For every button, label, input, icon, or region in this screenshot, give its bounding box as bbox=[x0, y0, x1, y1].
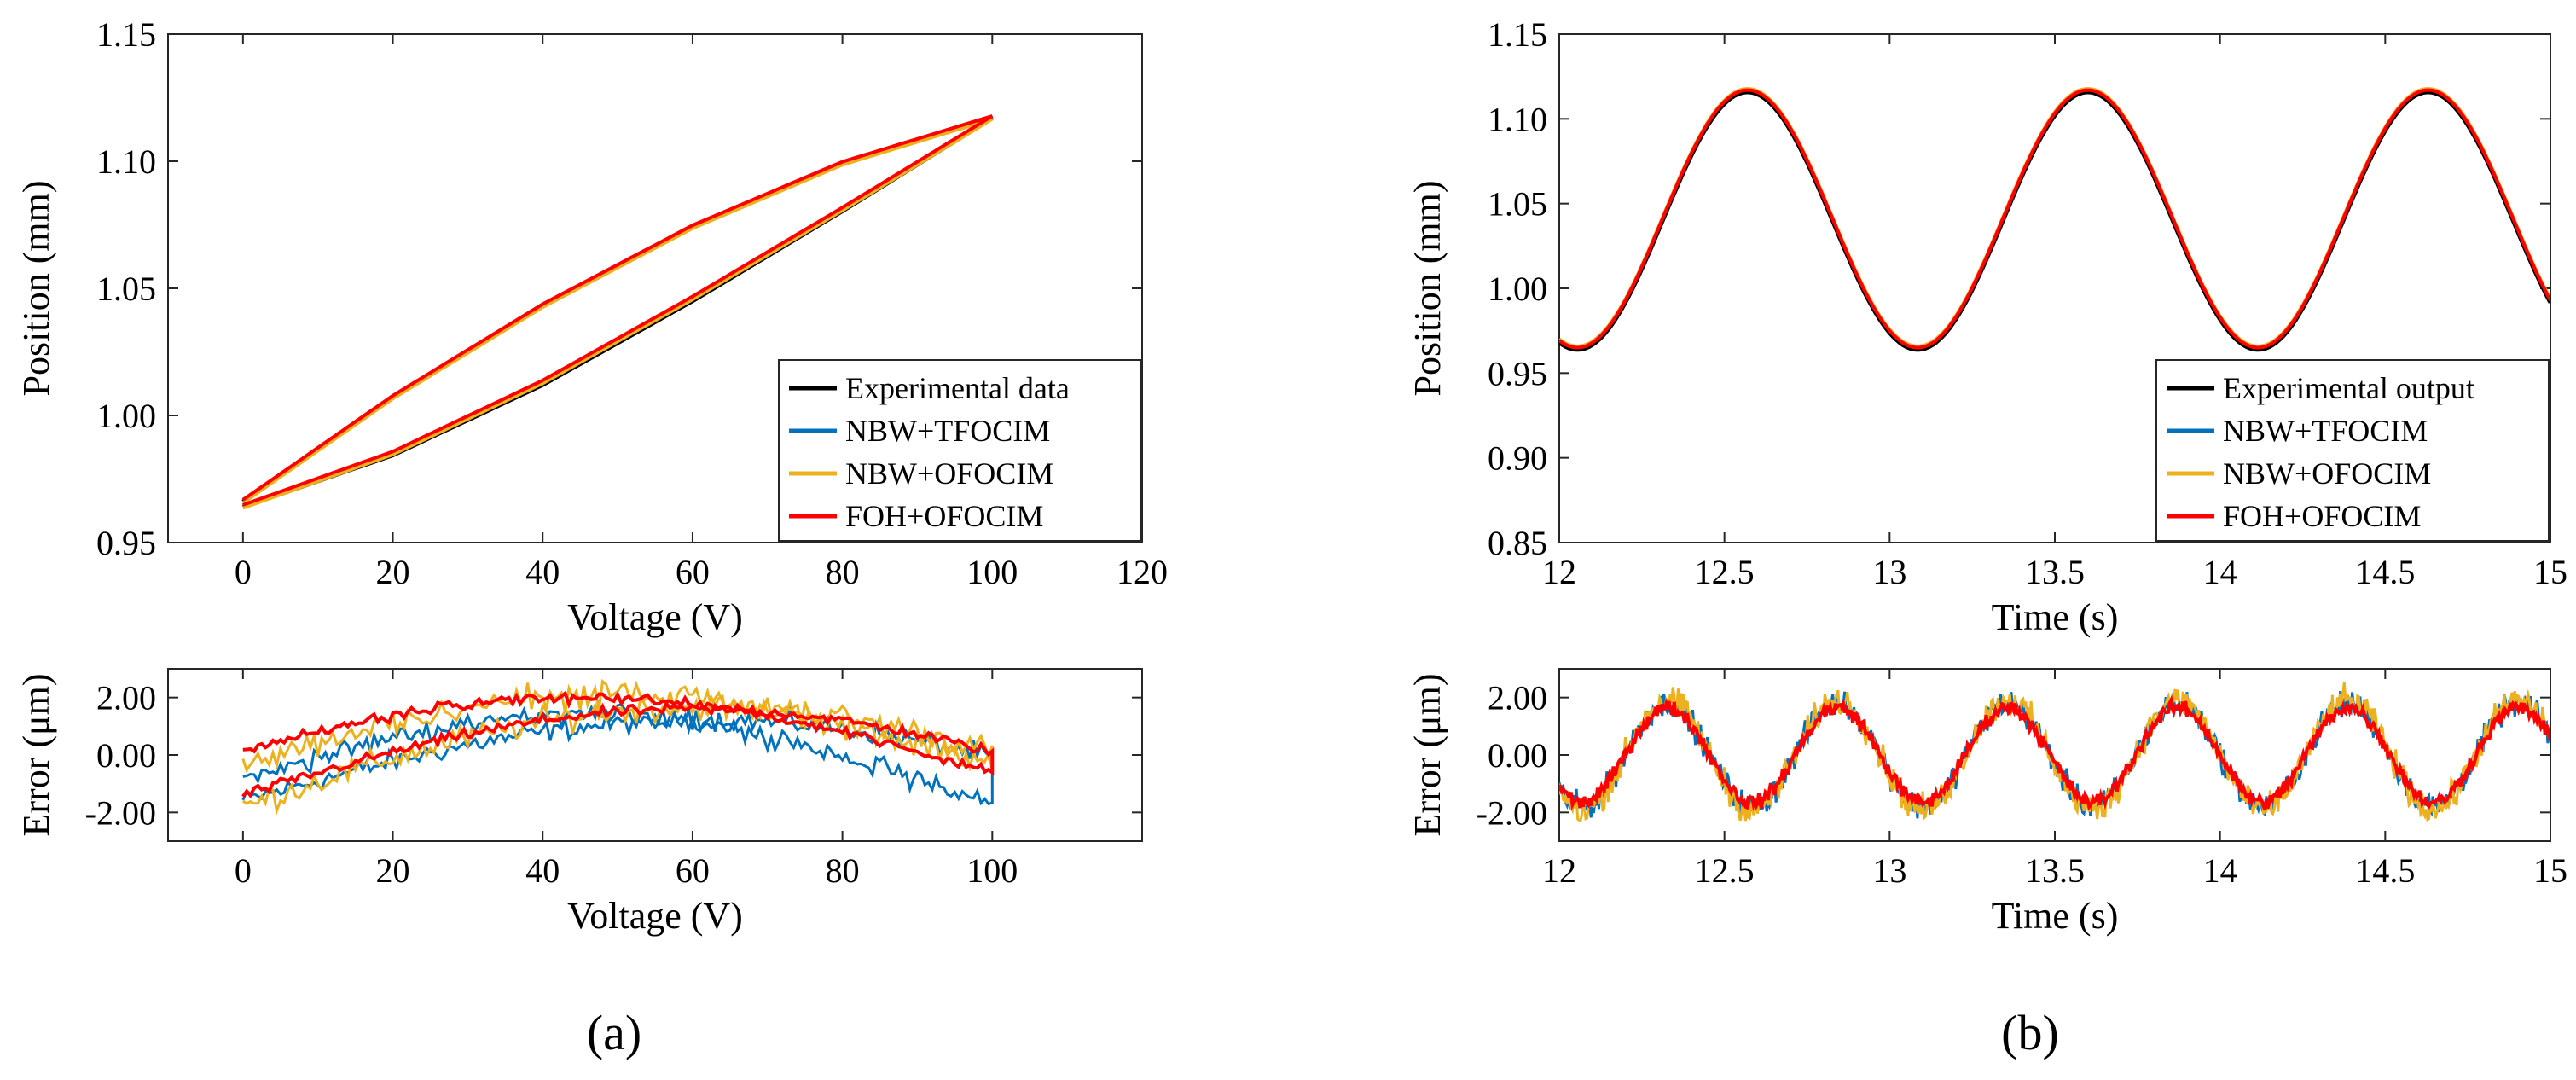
x-tick-label: 40 bbox=[525, 851, 560, 890]
x-tick-label: 0 bbox=[235, 851, 252, 890]
error-line-foh-ofocim bbox=[1559, 694, 2550, 811]
panel-label-a: (a) bbox=[587, 1005, 641, 1060]
y-tick-label: 0.85 bbox=[1488, 524, 1547, 562]
x-tick-label: 60 bbox=[676, 851, 710, 890]
series-group bbox=[1559, 86, 2550, 352]
x-tick-label: 100 bbox=[966, 851, 1018, 890]
y-tick-label: 1.10 bbox=[96, 142, 156, 181]
y-tick-label: 1.00 bbox=[1488, 270, 1547, 308]
legend-label-1: NBW+TFOCIM bbox=[845, 414, 1050, 448]
y-axis-label: Position (mm) bbox=[1407, 180, 1448, 396]
x-axis-label: Time (s) bbox=[1992, 895, 2119, 937]
y-tick-label: 0.95 bbox=[96, 524, 156, 562]
legend-label-3: FOH+OFOCIM bbox=[845, 499, 1043, 533]
x-tick-label: 14 bbox=[2203, 553, 2237, 591]
series-line-foh-ofocim bbox=[1559, 88, 2550, 350]
series-line-foh-ofocim bbox=[241, 114, 994, 507]
x-tick-label: 100 bbox=[966, 553, 1018, 591]
x-tick-label: 14 bbox=[2203, 851, 2237, 890]
legend-label-0: Experimental data bbox=[845, 371, 1070, 405]
y-tick-label: 1.05 bbox=[96, 270, 156, 308]
y-tick-label: 1.15 bbox=[96, 15, 156, 54]
y-axis-label: Error (μm) bbox=[15, 674, 57, 837]
y-tick-label: 0.00 bbox=[1488, 736, 1547, 775]
x-tick-label: 13 bbox=[1872, 851, 1906, 890]
x-axis-label: Time (s) bbox=[1992, 596, 2119, 638]
legend-box bbox=[2155, 359, 2550, 542]
x-tick-label: 0 bbox=[235, 553, 252, 591]
y-axis-label: Error (μm) bbox=[1407, 674, 1448, 837]
x-tick-label: 14.5 bbox=[2355, 553, 2415, 591]
x-tick-label: 120 bbox=[1117, 553, 1168, 591]
legend-label-3: FOH+OFOCIM bbox=[2223, 499, 2421, 533]
y-tick-label: 0.90 bbox=[1488, 439, 1547, 478]
y-tick-label: 2.00 bbox=[96, 679, 156, 717]
x-tick-label: 60 bbox=[676, 553, 710, 591]
x-tick-label: 80 bbox=[826, 553, 860, 591]
y-tick-label: 1.05 bbox=[1488, 185, 1547, 224]
y-tick-label: 2.00 bbox=[1488, 679, 1547, 717]
y-tick-label: 1.15 bbox=[1488, 15, 1547, 54]
x-tick-label: 20 bbox=[376, 553, 410, 591]
x-tick-label: 12.5 bbox=[1695, 851, 1755, 890]
x-tick-label: 20 bbox=[376, 851, 410, 890]
legend-label-2: NBW+OFOCIM bbox=[845, 456, 1053, 491]
y-tick-label: 1.10 bbox=[1488, 100, 1547, 138]
x-tick-label: 12 bbox=[1542, 851, 1576, 890]
plot-a-position-vs-voltage: 0 20 40 60 80 100 120 0.95 1.00 1.05 1.10 1.15 Volta… bbox=[15, 15, 1168, 638]
y-tick-label: 0.95 bbox=[1488, 354, 1547, 392]
x-tick-label: 13.5 bbox=[2025, 851, 2085, 890]
series-group bbox=[1559, 682, 2550, 823]
legend-label-0: Experimental output bbox=[2223, 371, 2474, 405]
y-tick-label: 0.00 bbox=[96, 736, 156, 775]
x-tick-label: 12 bbox=[1542, 553, 1576, 591]
y-tick-label: 1.00 bbox=[96, 397, 156, 435]
series-group bbox=[241, 678, 995, 816]
error-line-nbw-tfocim bbox=[241, 699, 994, 806]
series-line-experimental-output bbox=[1559, 90, 2550, 352]
y-axis-label: Position (mm) bbox=[15, 180, 57, 396]
x-tick-label: 40 bbox=[525, 553, 560, 591]
plot-b-error-vs-time: 12 12.5 13 13.5 14 14.5 15 -2.00 0.00 2.00 Time (s… bbox=[1407, 668, 2567, 937]
y-tick-label: -2.00 bbox=[85, 793, 156, 832]
x-axis-label: Voltage (V) bbox=[567, 895, 743, 937]
x-tick-label: 15 bbox=[2533, 553, 2567, 591]
x-tick-label: 12.5 bbox=[1695, 553, 1755, 591]
legend-box bbox=[778, 359, 1141, 542]
x-tick-label: 80 bbox=[826, 851, 860, 890]
legend-label-2: NBW+OFOCIM bbox=[2223, 456, 2431, 491]
x-tick-label: 13 bbox=[1872, 553, 1906, 591]
error-line-foh-ofocim bbox=[241, 690, 995, 798]
legend-label-1: NBW+TFOCIM bbox=[2223, 414, 2428, 448]
panel-label-b: (b) bbox=[2001, 1005, 2059, 1060]
x-tick-label: 14.5 bbox=[2355, 851, 2415, 890]
y-tick-label: -2.00 bbox=[1477, 793, 1547, 832]
x-tick-label: 15 bbox=[2533, 851, 2567, 890]
plot-a-error-vs-voltage: 0 20 40 60 80 100 -2.00 0.00 2.00 Voltage (V) Erro… bbox=[15, 668, 1143, 937]
x-tick-label: 13.5 bbox=[2025, 553, 2085, 591]
series-line-nbw-ofocim bbox=[241, 117, 994, 510]
x-axis-label: Voltage (V) bbox=[567, 596, 743, 638]
series-group bbox=[241, 114, 994, 510]
plot-b-position-vs-time: 12 12.5 13 13.5 14 14.5 15 0.85 0.90 0.95 1.00 1.05… bbox=[1407, 15, 2567, 638]
